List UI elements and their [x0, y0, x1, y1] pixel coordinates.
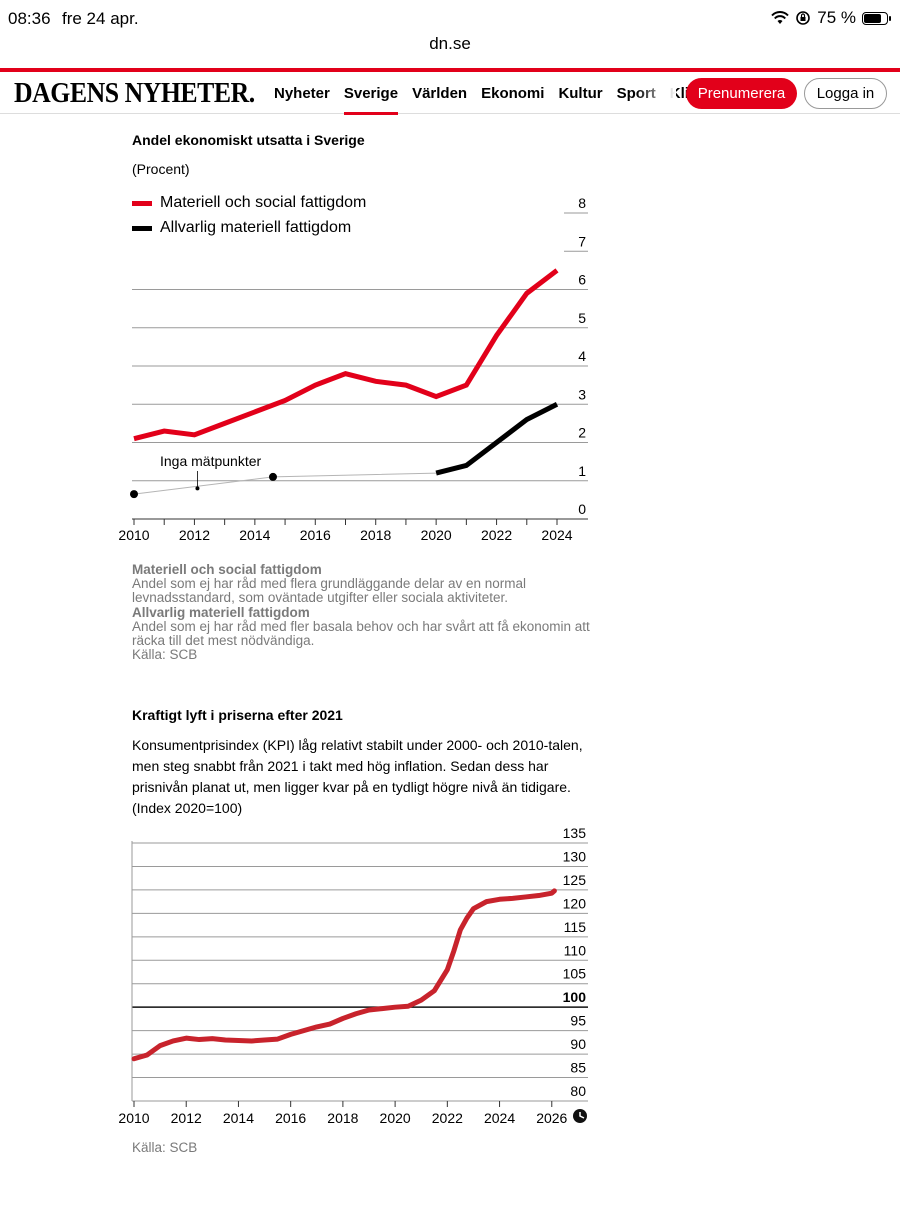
x-tick-label: 2022 — [481, 527, 512, 543]
y-tick-label: 3 — [578, 386, 586, 402]
y-tick-label: 90 — [570, 1036, 586, 1052]
y-tick-label: 100 — [563, 989, 587, 1005]
chart2-description: Konsumentprisindex (KPI) låg relativt st… — [132, 735, 602, 819]
subscribe-button[interactable]: Prenumerera — [686, 78, 797, 109]
y-tick-label: 80 — [570, 1083, 586, 1099]
nav-item-ekonomi[interactable]: Ekonomi — [481, 85, 544, 102]
y-tick-label: 135 — [563, 825, 587, 841]
x-tick-label: 2012 — [171, 1110, 202, 1126]
y-tick-label: 0 — [578, 501, 586, 517]
x-tick-label: 2016 — [300, 527, 331, 543]
annotation-label: Inga mätpunkter — [160, 453, 262, 469]
annotation-dot — [195, 486, 199, 490]
chart1-notes: Materiell och social fattigdom Andel som… — [132, 563, 602, 662]
series-line-1 — [436, 404, 557, 473]
gap-point — [269, 473, 277, 481]
x-tick-label: 2014 — [239, 527, 270, 543]
y-tick-label: 115 — [564, 919, 587, 935]
x-tick-label: 2024 — [541, 527, 572, 543]
series-line-kpi — [134, 891, 554, 1059]
nav-fade — [636, 74, 676, 110]
article-text-fragment — [132, 1188, 136, 1208]
chart1-title: Andel ekonomiskt utsatta i Sverige — [132, 132, 365, 148]
nav-item-nyheter[interactable]: Nyheter — [274, 85, 330, 102]
battery-icon — [862, 12, 888, 25]
status-bar: 08:36 fre 24 apr. 75 % — [0, 0, 900, 36]
legend-item-allvarlig: Allvarlig materiell fattigdom — [132, 219, 351, 237]
y-tick-label: 4 — [578, 348, 586, 364]
x-tick-label: 2010 — [118, 1110, 149, 1126]
x-tick-label: 2018 — [327, 1110, 358, 1126]
wifi-icon — [771, 11, 789, 25]
x-tick-label: 2026 — [536, 1110, 567, 1126]
x-tick-label: 2024 — [484, 1110, 515, 1126]
y-tick-label: 130 — [563, 848, 587, 864]
nav-item-sverige[interactable]: Sverige — [344, 85, 398, 102]
note-heading-1: Materiell och social fattigdom — [132, 563, 602, 577]
url-bar[interactable]: dn.se — [0, 34, 900, 54]
x-tick-label: 2014 — [223, 1110, 254, 1126]
legend-swatch-red — [132, 201, 152, 206]
status-time: 08:36 — [8, 9, 51, 29]
y-tick-label: 120 — [563, 895, 587, 911]
clock-icon — [573, 1109, 587, 1123]
legend-label-materiell: Materiell och social fattigdom — [160, 194, 366, 212]
chart2-title: Kraftigt lyft i priserna efter 2021 — [132, 707, 343, 723]
x-tick-label: 2010 — [118, 527, 149, 543]
y-tick-label: 1 — [578, 463, 586, 479]
x-tick-label: 2020 — [380, 1110, 411, 1126]
note-text-2: Andel som ej har råd med fler basala beh… — [132, 620, 602, 648]
site-header: DAGENS NYHETER. Nyheter Sverige Världen … — [0, 72, 900, 114]
login-button[interactable]: Logga in — [804, 78, 887, 109]
x-tick-label: 2016 — [275, 1110, 306, 1126]
clock-icon-hands — [580, 1112, 584, 1118]
legend-item-materiell: Materiell och social fattigdom — [132, 194, 366, 212]
x-tick-label: 2012 — [179, 527, 210, 543]
status-indicators: 75 % — [771, 8, 888, 28]
y-tick-label: 5 — [578, 310, 586, 326]
orientation-lock-icon — [795, 10, 811, 26]
x-tick-label: 2022 — [432, 1110, 463, 1126]
chart2-source: Källa: SCB — [132, 1140, 197, 1155]
y-tick-label: 6 — [578, 272, 586, 288]
note-heading-2: Allvarlig materiell fattigdom — [132, 606, 602, 620]
y-tick-label: 2 — [578, 425, 586, 441]
gap-point — [130, 490, 138, 498]
y-tick-label: 110 — [564, 942, 587, 958]
battery-percent: 75 % — [817, 8, 856, 28]
nav-item-varlden[interactable]: Världen — [412, 85, 467, 102]
chart1-source: Källa: SCB — [132, 648, 602, 662]
y-tick-label: 95 — [570, 1013, 586, 1029]
gap-line — [134, 473, 436, 494]
series-line-0 — [134, 270, 557, 438]
status-date: fre 24 apr. — [62, 9, 139, 29]
x-tick-label: 2018 — [360, 527, 391, 543]
legend-label-allvarlig: Allvarlig materiell fattigdom — [160, 219, 351, 237]
legend-swatch-black — [132, 226, 152, 231]
note-text-1: Andel som ej har råd med flera grundlägg… — [132, 577, 602, 605]
chart1-unit: (Procent) — [132, 161, 190, 177]
nav-item-kultur[interactable]: Kultur — [558, 85, 602, 102]
x-tick-label: 2020 — [421, 527, 452, 543]
y-tick-label: 85 — [570, 1060, 586, 1076]
y-tick-label: 125 — [563, 872, 587, 888]
y-tick-label: 8 — [578, 195, 586, 211]
site-logo[interactable]: DAGENS NYHETER. — [14, 78, 255, 110]
y-tick-label: 105 — [563, 966, 587, 982]
y-tick-label: 7 — [578, 233, 586, 249]
